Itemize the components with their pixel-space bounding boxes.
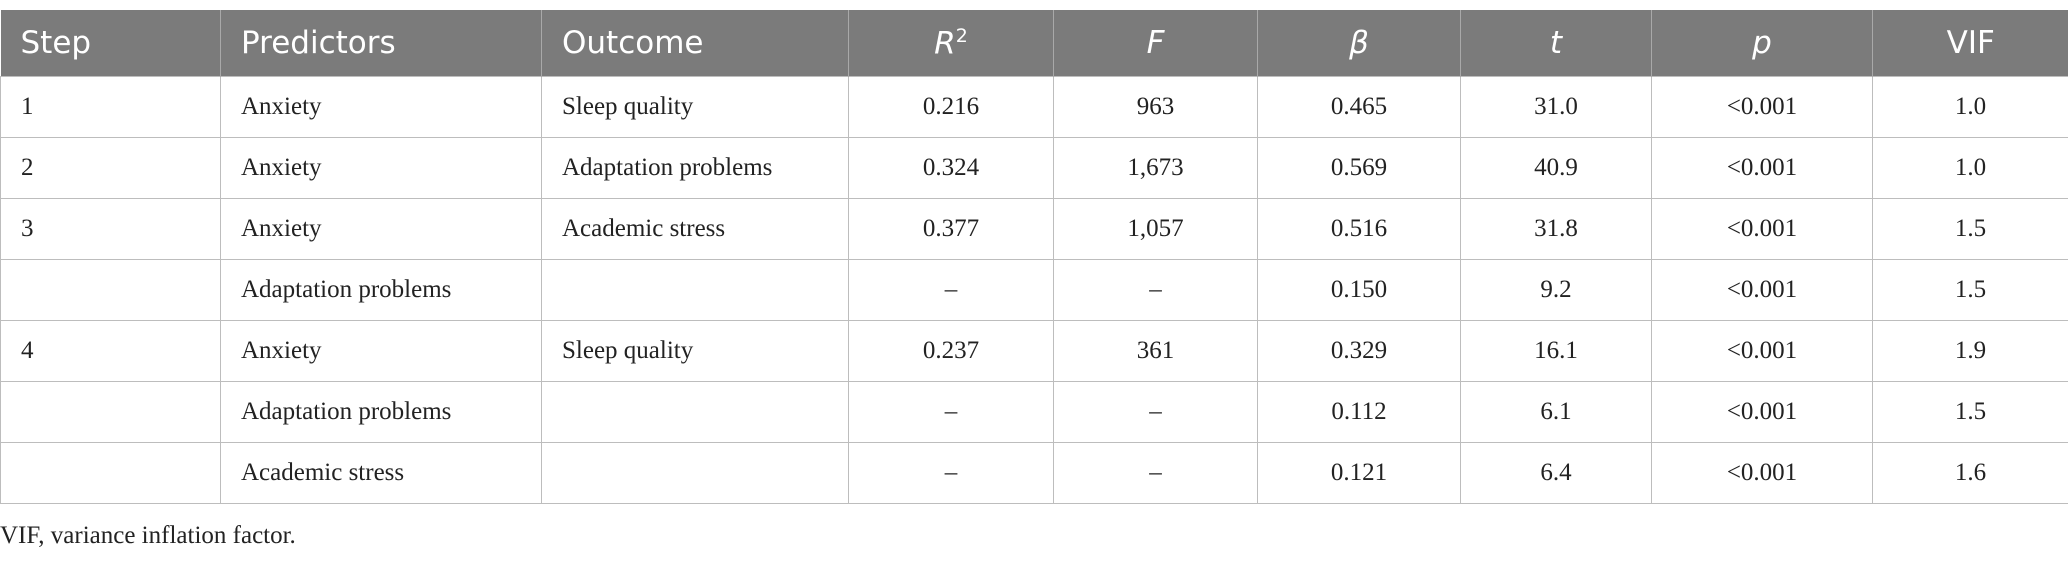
table-cell: 40.9 bbox=[1460, 137, 1652, 199]
table-cell: 6.4 bbox=[1460, 442, 1652, 504]
table-row: Adaptation problems – –0.112 6.1 <0.001 1.5 bbox=[0, 381, 2068, 443]
table-row: 4 Anxiety Sleep quality 0.237 361 0.329 16.1 <0… bbox=[0, 320, 2068, 382]
header-text: β bbox=[1349, 25, 1369, 61]
table-cell: Adaptation problems bbox=[541, 137, 849, 199]
table-cell: Sleep quality bbox=[541, 76, 849, 138]
header-cell: Outcome bbox=[541, 10, 849, 77]
header-text: Step bbox=[20, 25, 92, 61]
table-cell: Sleep quality bbox=[541, 320, 849, 382]
header-superscript: 2 bbox=[955, 24, 968, 47]
table-cell: Anxiety bbox=[220, 76, 542, 138]
table-cell: <0.001 bbox=[1651, 320, 1873, 382]
table-cell: <0.001 bbox=[1651, 76, 1873, 138]
table-cell: 0.377 bbox=[848, 198, 1054, 260]
table-cell: 9.2 bbox=[1460, 259, 1652, 321]
table-row: 3 Anxiety Academic stress 0.377 1,057 0.516 31… bbox=[0, 198, 2068, 260]
header-cell: Step bbox=[0, 10, 221, 77]
table-cell: 1,673 bbox=[1053, 137, 1258, 199]
table-cell: 0.216 bbox=[848, 76, 1054, 138]
table-cell: 3 bbox=[0, 198, 221, 260]
table-cell: 0.516 bbox=[1257, 198, 1461, 260]
table-cell bbox=[0, 259, 221, 321]
table-cell: Adaptation problems bbox=[220, 259, 542, 321]
table-cell: 1.5 bbox=[1872, 259, 2068, 321]
header-cell: Predictors bbox=[220, 10, 542, 77]
table-row: 2 Anxiety Adaptation problems 0.324 1,673 0.5… bbox=[0, 137, 2068, 199]
table-cell: – bbox=[1053, 442, 1258, 504]
table-cell: 4 bbox=[0, 320, 221, 382]
table-cell: 1.6 bbox=[1872, 442, 2068, 504]
table-cell: Academic stress bbox=[220, 442, 542, 504]
table-cell: – bbox=[848, 442, 1054, 504]
table-cell: 0.237 bbox=[848, 320, 1054, 382]
table-cell: 0.329 bbox=[1257, 320, 1461, 382]
header-cell: VIF bbox=[1872, 10, 2068, 77]
table-cell bbox=[0, 381, 221, 443]
table-cell: – bbox=[848, 259, 1054, 321]
table-cell: 0.150 bbox=[1257, 259, 1461, 321]
table-cell: <0.001 bbox=[1651, 137, 1873, 199]
table-cell: 963 bbox=[1053, 76, 1258, 138]
table-cell bbox=[0, 442, 221, 504]
table-cell: 0.112 bbox=[1257, 381, 1461, 443]
header-cell: F bbox=[1053, 10, 1258, 77]
header-text: t bbox=[1549, 25, 1563, 61]
table-cell: <0.001 bbox=[1651, 381, 1873, 443]
table-cell bbox=[541, 381, 849, 443]
footnote: VIF, variance inflation factor. bbox=[0, 522, 296, 549]
table-cell: <0.001 bbox=[1651, 259, 1873, 321]
table-cell: – bbox=[1053, 381, 1258, 443]
table-cell bbox=[541, 442, 849, 504]
header-text: R bbox=[934, 25, 956, 62]
table-cell: Anxiety bbox=[220, 198, 542, 260]
table-cell: Academic stress bbox=[541, 198, 849, 260]
table-row: Adaptation problems – –0.150 9.2 <0.001 1.5 bbox=[0, 259, 2068, 321]
table-cell: 0.569 bbox=[1257, 137, 1461, 199]
header-cell: R2 bbox=[848, 10, 1054, 77]
header-text: Outcome bbox=[562, 25, 704, 61]
table-cell: 0.465 bbox=[1257, 76, 1461, 138]
table-cell: 2 bbox=[0, 137, 221, 199]
table-cell: – bbox=[1053, 259, 1258, 321]
table-cell: 6.1 bbox=[1460, 381, 1652, 443]
table-cell: Adaptation problems bbox=[220, 381, 542, 443]
table-cell: 31.8 bbox=[1460, 198, 1652, 260]
table-cell: 1.0 bbox=[1872, 76, 2068, 138]
header-cell: p bbox=[1651, 10, 1873, 77]
table-cell: <0.001 bbox=[1651, 442, 1873, 504]
header-cell: β bbox=[1257, 10, 1461, 77]
header-text: VIF bbox=[1946, 25, 1995, 61]
table-cell: – bbox=[848, 381, 1054, 443]
table-cell bbox=[541, 259, 849, 321]
table-cell: 0.324 bbox=[848, 137, 1054, 199]
table-cell: Anxiety bbox=[220, 137, 542, 199]
table-cell: 31.0 bbox=[1460, 76, 1652, 138]
table-cell: Anxiety bbox=[220, 320, 542, 382]
header-text: Predictors bbox=[241, 25, 396, 61]
table-cell: 1,057 bbox=[1053, 198, 1258, 260]
table-cell: 1.5 bbox=[1872, 198, 2068, 260]
table-cell: 1.5 bbox=[1872, 381, 2068, 443]
table-cell: 1 bbox=[0, 76, 221, 138]
table-cell: <0.001 bbox=[1651, 198, 1873, 260]
header-cell: t bbox=[1460, 10, 1652, 77]
table-row: Academic stress – –0.121 6.4 <0.001 1.6 bbox=[0, 442, 2068, 504]
header-text: p bbox=[1752, 25, 1772, 61]
table-row: 1 Anxiety Sleep quality 0.216 963 0.465 31.0 <0… bbox=[0, 76, 2068, 138]
table-cell: 0.121 bbox=[1257, 442, 1461, 504]
table-cell: 16.1 bbox=[1460, 320, 1652, 382]
table-body: 1 Anxiety Sleep quality 0.216 963 0.465 31.0 <0… bbox=[0, 76, 2068, 504]
table-cell: 1.0 bbox=[1872, 137, 2068, 199]
table-cell: 361 bbox=[1053, 320, 1258, 382]
table-cell: 1.9 bbox=[1872, 320, 2068, 382]
header-text: F bbox=[1146, 25, 1165, 61]
